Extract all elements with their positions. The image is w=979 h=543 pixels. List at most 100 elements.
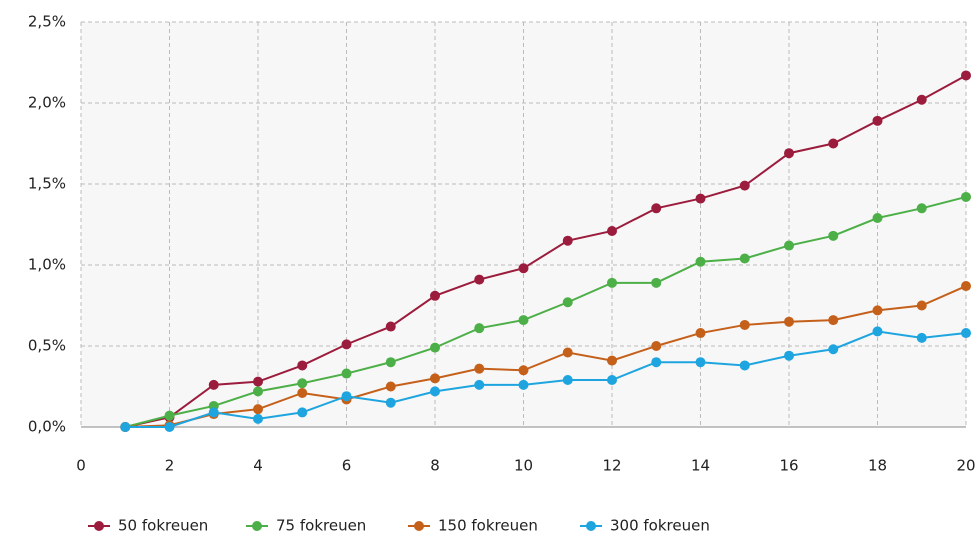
y-tick-label: 1,0% xyxy=(28,256,66,274)
data-point xyxy=(341,391,352,402)
data-point xyxy=(253,404,263,415)
data-point xyxy=(916,94,927,105)
data-point xyxy=(518,379,529,390)
data-point xyxy=(695,357,706,368)
data-point xyxy=(784,350,794,361)
data-point xyxy=(208,379,219,390)
data-point xyxy=(385,321,396,332)
data-point xyxy=(916,332,927,343)
x-tick-label: 0 xyxy=(76,457,86,475)
data-point xyxy=(828,230,839,241)
data-point xyxy=(562,375,573,386)
data-point xyxy=(518,263,529,274)
series-line xyxy=(125,74,967,428)
data-point xyxy=(828,138,839,149)
x-tick-label: 18 xyxy=(868,457,887,475)
data-point xyxy=(297,378,308,389)
y-tick-label: 0,0% xyxy=(28,418,66,436)
x-tick-label: 2 xyxy=(165,457,175,475)
data-point xyxy=(739,180,750,191)
data-point xyxy=(430,342,440,353)
data-point xyxy=(385,397,396,408)
data-point xyxy=(739,253,750,264)
data-point xyxy=(253,386,263,397)
data-point xyxy=(253,376,263,387)
data-point xyxy=(695,256,706,267)
legend-marker xyxy=(94,521,104,531)
y-tick-label: 2,5% xyxy=(28,13,66,31)
x-tick-label: 8 xyxy=(430,457,440,475)
data-point xyxy=(297,407,308,418)
y-tick-label: 1,5% xyxy=(28,175,66,193)
data-point xyxy=(164,422,175,432)
y-tick-label: 2,0% xyxy=(28,94,66,112)
series-line xyxy=(125,330,967,428)
data-point xyxy=(341,368,352,379)
data-point xyxy=(607,355,617,366)
series-line xyxy=(125,195,967,428)
x-tick-label: 4 xyxy=(253,457,263,475)
data-point xyxy=(474,323,485,334)
data-point xyxy=(430,386,440,397)
data-point xyxy=(916,203,927,214)
legend-marker xyxy=(414,521,424,531)
x-tick-label: 16 xyxy=(779,457,798,475)
data-point xyxy=(651,203,662,214)
data-point xyxy=(961,328,971,339)
data-point xyxy=(651,277,662,288)
data-point xyxy=(385,357,396,368)
data-point xyxy=(739,360,750,371)
data-point xyxy=(253,413,263,424)
data-point xyxy=(297,360,308,371)
data-point xyxy=(341,339,352,350)
data-point xyxy=(120,422,131,432)
data-point xyxy=(385,381,396,392)
data-point xyxy=(916,300,927,311)
x-tick-label: 6 xyxy=(342,457,352,475)
data-point xyxy=(739,319,750,330)
data-point xyxy=(828,344,839,355)
data-point xyxy=(562,235,573,246)
data-point xyxy=(961,70,971,81)
legend-label: 150 fokreuen xyxy=(438,517,538,535)
data-point xyxy=(474,379,485,390)
legend-marker xyxy=(252,521,262,531)
data-point xyxy=(784,240,794,251)
data-point xyxy=(430,373,440,384)
data-point xyxy=(518,315,529,326)
data-point xyxy=(872,305,883,316)
x-tick-label: 20 xyxy=(956,457,975,475)
data-point xyxy=(518,365,529,376)
data-point xyxy=(695,328,706,339)
data-point xyxy=(474,274,485,285)
data-point xyxy=(784,148,794,159)
x-tick-label: 12 xyxy=(602,457,621,475)
data-point xyxy=(961,191,971,202)
data-point xyxy=(562,347,573,358)
data-point xyxy=(828,315,839,326)
x-tick-label: 10 xyxy=(514,457,533,475)
legend-label: 75 fokreuen xyxy=(276,517,366,535)
y-tick-label: 0,5% xyxy=(28,337,66,355)
data-point xyxy=(651,357,662,368)
x-tick-label: 14 xyxy=(691,457,710,475)
data-point xyxy=(208,407,219,418)
data-point xyxy=(474,363,485,374)
data-point xyxy=(562,297,573,308)
legend-label: 50 fokreuen xyxy=(118,517,208,535)
data-point xyxy=(961,281,971,292)
data-point xyxy=(872,326,883,337)
legend-marker xyxy=(586,521,596,531)
series-line xyxy=(125,285,967,428)
data-point xyxy=(164,410,175,421)
data-point xyxy=(695,193,706,204)
legend-label: 300 fokreuen xyxy=(610,517,710,535)
data-point xyxy=(607,277,617,288)
data-point xyxy=(651,341,662,351)
data-point xyxy=(872,213,883,224)
data-point xyxy=(607,225,617,236)
data-point xyxy=(872,115,883,126)
data-point xyxy=(297,387,308,398)
data-point xyxy=(784,316,794,327)
